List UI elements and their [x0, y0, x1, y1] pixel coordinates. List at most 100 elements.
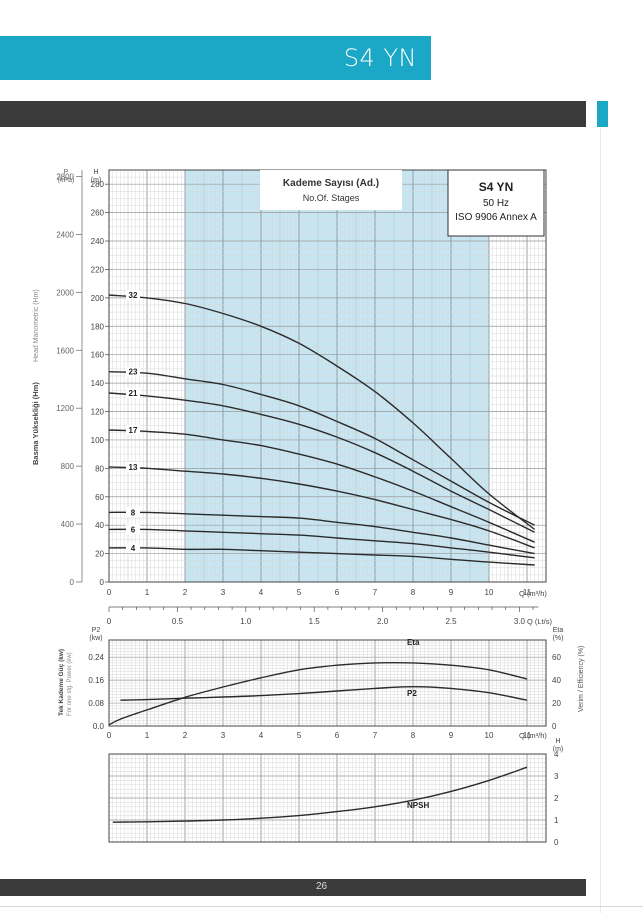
eta-axis-unit-0: Eta: [553, 627, 564, 634]
y-tick-label: 220: [91, 265, 105, 274]
p2-axis-unit-1: (kw): [89, 635, 102, 642]
x-tick-label: 6: [335, 588, 340, 597]
ls-tick-label: 3.0: [514, 617, 526, 626]
npsh-plot-frame: [108, 753, 547, 843]
y-tick-label: 60: [95, 493, 104, 502]
head-chart: 0204060801001201401601802002202402602800…: [31, 169, 553, 626]
p-tick-label: 400: [61, 520, 75, 529]
x-tick-label: 9: [449, 588, 454, 597]
x-tick-label: 1: [145, 588, 150, 597]
xlabel2: Q (Lt/s): [527, 617, 553, 626]
p2-axis-unit-0: P2: [92, 627, 101, 634]
x-tick-label: 3: [221, 731, 226, 740]
y-tick-label: 20: [95, 550, 104, 559]
stage-label-bg-23: [126, 366, 140, 377]
xlabel: Q (m³/h): [519, 589, 547, 598]
npsh-tick-label: 4: [554, 750, 559, 759]
npsh-tick-label: 1: [554, 816, 559, 825]
stage-label-bg-4: [126, 542, 140, 553]
stage-label-bg-17: [126, 424, 140, 435]
stage-label-13: 13: [129, 463, 138, 472]
x-tick-label: 6: [335, 731, 340, 740]
y-tick-label: 200: [91, 294, 105, 303]
p-tick-label: 2400: [56, 230, 74, 239]
x-tick-label: 10: [485, 731, 494, 740]
npsh-chart: 0 1 2 3 4 H(m) NPSH: [108, 738, 564, 847]
power-plot-frame: [108, 639, 547, 727]
p2-curve-label: P2: [407, 689, 417, 698]
page-number: 26: [315, 881, 328, 892]
p-tick-label: 2800: [56, 173, 74, 182]
y-tick-label: 0: [100, 578, 105, 587]
p-tick-label: 800: [61, 462, 75, 471]
p-axis-unit-1: (kPa): [58, 177, 75, 184]
eta-tick-label: 40: [552, 676, 561, 685]
p2-tick-label: 0.08: [88, 699, 104, 708]
page-title: S4 YN: [343, 44, 417, 72]
stages-label-box: [260, 170, 402, 210]
p-tick-label: 0: [70, 578, 75, 587]
stage-label-bg-6: [126, 524, 140, 535]
p2-tick-label: 0.16: [88, 676, 104, 685]
eta-ylabel: Verim / Efficiency (%): [578, 646, 585, 712]
info-box: [447, 169, 545, 237]
stages-label-tr: Kademe Sayısı (Ad.): [283, 178, 379, 189]
npsh-curve-label: NPSH: [407, 801, 429, 810]
p2-ylabel: Tek Kademe Güç (kw): [58, 649, 65, 716]
y-tick-label: 240: [91, 237, 105, 246]
x-tick-label: 11: [523, 731, 532, 740]
x-tick-label: 3: [221, 588, 226, 597]
x-tick-label: 11: [523, 588, 532, 597]
stage-label-32: 32: [129, 291, 138, 300]
eta-tick-label: 60: [552, 653, 561, 662]
npsh-curve: [112, 766, 528, 823]
npsh-tick-label: 2: [554, 794, 559, 803]
npsh-axis-unit-1: (m): [553, 746, 564, 753]
x-tick-label: 9: [449, 731, 454, 740]
y-tick-label: 260: [91, 209, 105, 218]
info-freq: 50 Hz: [483, 198, 509, 209]
eta-axis-unit-1: (%): [553, 635, 564, 642]
head-curve-6: [108, 528, 535, 559]
head-curve-4: [108, 547, 535, 566]
y-tick-label: 160: [91, 351, 105, 360]
stage-label-23: 23: [129, 368, 138, 377]
head-curve-21: [108, 392, 535, 533]
x-tick-label: 5: [297, 731, 302, 740]
p-tick-label: 1600: [56, 346, 74, 355]
p-axis-unit-0: P: [64, 169, 69, 176]
p2-tick-label: 0.0: [93, 722, 105, 731]
y-tick-label: 180: [91, 322, 105, 331]
side-tab-marker: [597, 101, 608, 127]
y-tick-label: 40: [95, 521, 104, 530]
stages-label-en: No.Of. Stages: [303, 193, 360, 203]
stage-label-21: 21: [129, 389, 138, 398]
x-tick-label: 8: [411, 588, 416, 597]
ls-tick-label: 0.5: [172, 617, 184, 626]
p-tick-label: 2000: [56, 288, 74, 297]
stage-label-4: 4: [131, 544, 136, 553]
y-tick-label: 100: [91, 436, 105, 445]
ls-tick-label: 0: [107, 617, 112, 626]
p2-ylabel-en: For one stg. Power (kw): [67, 652, 73, 716]
x-tick-label: 5: [297, 588, 302, 597]
head-curve-13: [108, 466, 535, 549]
eta-curve: [108, 661, 528, 726]
stage-label-bg-21: [126, 388, 140, 399]
p-tick-label: 1200: [56, 404, 74, 413]
h-axis-unit-0: H: [93, 169, 98, 176]
x-tick-label: 4: [259, 588, 264, 597]
footer-bar: 26: [0, 879, 586, 896]
x-tick-label: 0: [107, 588, 112, 597]
ls-tick-label: 1.5: [309, 617, 321, 626]
ylabel-tr: Basma Yüksekliği (Hm): [31, 382, 40, 465]
x-tick-label: 2: [183, 731, 188, 740]
x-tick-label: 10: [485, 588, 494, 597]
eta-tick-label: 20: [552, 699, 561, 708]
x-tick-label: 7: [373, 731, 378, 740]
ls-tick-label: 2.5: [445, 617, 457, 626]
p2-curve: [120, 685, 528, 701]
info-standard: ISO 9906 Annex A: [455, 212, 537, 223]
y-tick-label: 120: [91, 408, 105, 417]
p2-tick-label: 0.24: [88, 653, 104, 662]
